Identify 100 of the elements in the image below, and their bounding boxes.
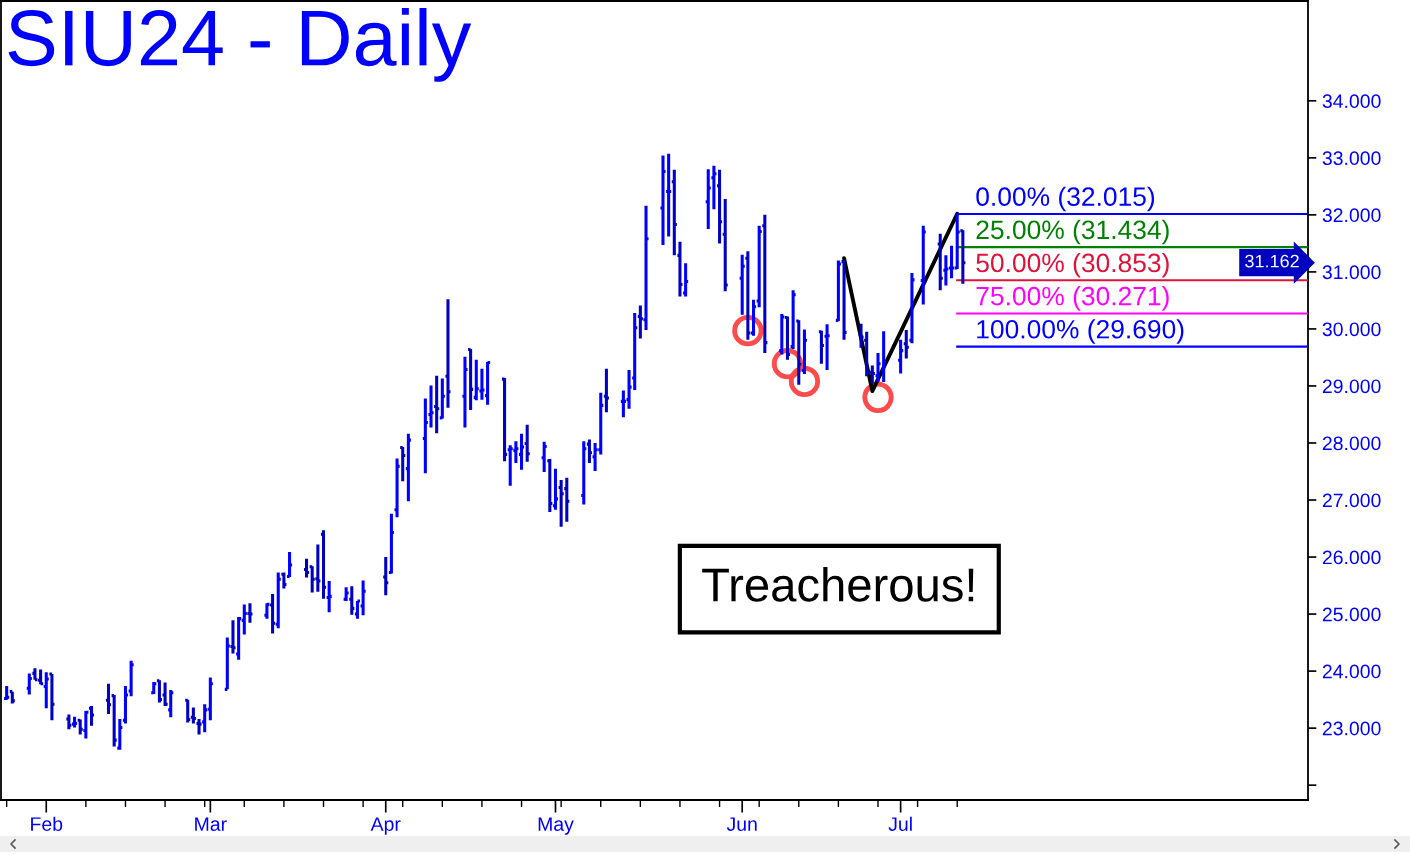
point [788,365,821,398]
candlestick [105,683,112,714]
candlestick [937,233,943,291]
y-tick-label: 34.000 [1322,94,1381,109]
annotation: 31.162 [1245,254,1299,268]
candlestick [264,602,270,619]
candlestick [637,305,643,339]
candlestick [224,637,230,691]
candlestick [756,225,762,308]
candlestick [326,581,332,613]
candlestick [790,290,796,349]
candlestick [603,368,609,413]
candlestick [552,468,559,510]
chart-title: SIU24 - Daily [8,8,472,82]
y-tick-label: 33.000 [1322,151,1381,166]
candlestick [400,446,406,482]
candlestick [128,660,134,697]
candlestick [784,315,791,360]
ref-line-label: 25.00% (31.434) [976,219,1169,245]
y-tick-label: 27.000 [1322,493,1381,508]
candlestick [909,273,915,344]
candlestick [83,710,89,739]
candlestick [801,329,807,374]
x-tick-label: Jun [726,817,757,831]
candlestick [168,689,174,718]
candlestick [717,169,723,244]
ref-line-label: 75.00% (30.271) [976,286,1169,311]
y-tick-label: 26.000 [1322,550,1381,565]
candlestick [739,254,745,315]
candlestick [49,672,55,721]
candlestick [320,530,327,599]
candlestick [581,441,587,505]
candlestick [762,214,768,353]
annotation: Treacherous! [702,567,974,602]
y-tick-label: 29.000 [1322,379,1381,394]
candlestick [26,673,32,695]
candlestick [502,377,508,462]
candlestick [462,356,468,428]
candlestick [779,314,785,355]
candlestick [722,198,728,292]
candlestick [586,439,592,463]
y-tick-label: 25.000 [1322,607,1381,622]
candlestick [383,557,389,596]
candlestick [796,319,802,385]
y-tick-label: 30.000 [1322,322,1381,337]
candlestick [88,705,95,726]
x-tick-label: Jul [888,816,912,831]
candlestick [745,251,751,340]
candlestick [230,620,236,654]
y-tick-label: 28.000 [1322,436,1381,451]
candlestick [824,324,830,370]
candlestick [4,685,10,701]
candlestick [270,594,276,634]
candlestick [354,599,360,619]
candlestick [117,719,123,750]
y-tick-label: 31.000 [1322,265,1381,280]
candlestick [485,361,491,405]
candlestick [43,672,49,709]
candlestick [247,603,253,623]
candlestick [683,263,689,297]
candlestick [445,299,451,408]
candlestick [275,572,281,629]
candlestick [818,330,824,364]
ref-line-label: 50.00% (30.853) [976,252,1169,278]
x-tick-label: Feb [31,816,63,831]
ref-line-label: 0.00% (32.015) [976,186,1155,212]
x-tick-label: Apr [370,817,401,835]
candlestick [122,685,129,724]
candlestick [349,586,355,615]
candlestick [66,714,72,730]
y-tick-label: 23.000 [1322,721,1381,736]
candlestick [468,347,474,410]
candlestick [750,299,757,336]
candlestick [518,433,525,470]
candlestick [841,260,847,340]
candlestick [835,260,841,322]
candlestick [903,330,909,359]
x-tick-label: May [538,817,574,835]
candlestick [920,225,926,305]
candlestick [343,587,349,601]
candlestick [898,339,904,374]
candlestick [960,229,966,284]
point [732,315,764,347]
candlestick [388,513,394,574]
candlestick [77,718,83,735]
candlestick [162,682,168,706]
y-tick-label: 32.000 [1322,208,1381,223]
candlestick [156,679,162,703]
candlestick [439,378,445,420]
x-tick-label: Mar [195,817,227,831]
candlestick [405,433,411,502]
candlestick [434,375,440,434]
y-tick-label: 24.000 [1322,664,1381,679]
candlestick [281,572,287,589]
candlestick [287,551,293,578]
candlestick [541,441,547,473]
candlestick [303,558,310,578]
candlestick [394,458,400,518]
candlestick [111,694,117,747]
candlestick [643,205,649,331]
